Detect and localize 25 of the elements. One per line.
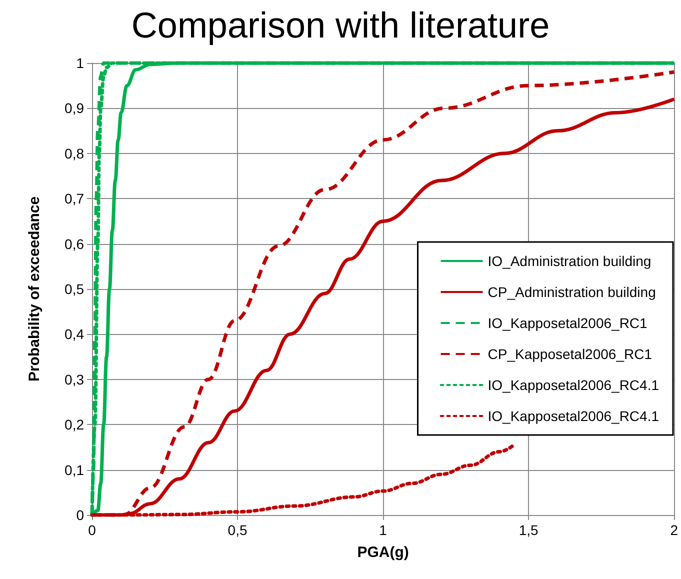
x-tick-label: 1 xyxy=(379,522,388,538)
legend-label: IO_Kapposetal2006_RC4.1 xyxy=(488,377,660,393)
y-tick-label: 0,5 xyxy=(64,281,84,297)
x-tick-label: 1,5 xyxy=(518,522,539,538)
y-tick-label: 0,1 xyxy=(64,462,84,478)
x-tick-label: 0 xyxy=(88,522,96,538)
y-tick-label: 0,6 xyxy=(64,236,84,252)
y-tick-label: 0,7 xyxy=(64,190,84,207)
y-tick-label: 0,9 xyxy=(64,100,84,116)
x-tick-label: 0,5 xyxy=(228,522,248,538)
y-tick-label: 0,2 xyxy=(64,416,84,433)
legend-label: IO_Kapposetal2006_RC4.1 xyxy=(488,408,660,424)
y-tick-label: 0,4 xyxy=(64,326,84,342)
chart-title: Comparison with literature xyxy=(131,4,550,46)
legend-label: CP_Kapposetal2006_RC1 xyxy=(488,346,652,362)
x-axis-title: PGA(g) xyxy=(357,544,409,561)
y-tick-label: 1 xyxy=(76,55,84,71)
y-tick-label: 0,3 xyxy=(64,371,84,388)
legend-label: CP_Administration building xyxy=(488,284,656,300)
y-axis-title: Probability of exceedance xyxy=(26,196,43,382)
x-tick-label: 2 xyxy=(670,522,678,538)
y-tick-label: 0,8 xyxy=(64,145,84,162)
legend-label: IO_Kapposetal2006_RC1 xyxy=(488,315,648,331)
legend-label: IO_Administration building xyxy=(488,253,652,269)
y-tick-label: 0 xyxy=(76,507,84,523)
